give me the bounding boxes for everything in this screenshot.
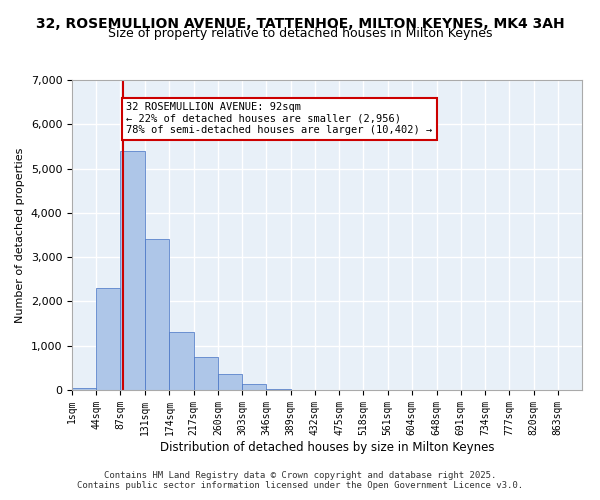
- Text: Contains HM Land Registry data © Crown copyright and database right 2025.
Contai: Contains HM Land Registry data © Crown c…: [77, 470, 523, 490]
- X-axis label: Distribution of detached houses by size in Milton Keynes: Distribution of detached houses by size …: [160, 440, 494, 454]
- Bar: [242, 384, 266, 390]
- Bar: [96, 288, 121, 390]
- Text: 32, ROSEMULLION AVENUE, TATTENHOE, MILTON KEYNES, MK4 3AH: 32, ROSEMULLION AVENUE, TATTENHOE, MILTO…: [35, 18, 565, 32]
- Text: 32 ROSEMULLION AVENUE: 92sqm
← 22% of detached houses are smaller (2,956)
78% of: 32 ROSEMULLION AVENUE: 92sqm ← 22% of de…: [126, 102, 433, 136]
- Bar: [194, 357, 218, 390]
- Text: Size of property relative to detached houses in Milton Keynes: Size of property relative to detached ho…: [108, 28, 492, 40]
- Bar: [218, 374, 242, 390]
- Bar: [266, 388, 290, 390]
- Bar: [72, 388, 96, 390]
- Bar: [121, 151, 145, 390]
- Bar: [169, 332, 194, 390]
- Bar: [145, 240, 169, 390]
- Y-axis label: Number of detached properties: Number of detached properties: [15, 148, 25, 322]
